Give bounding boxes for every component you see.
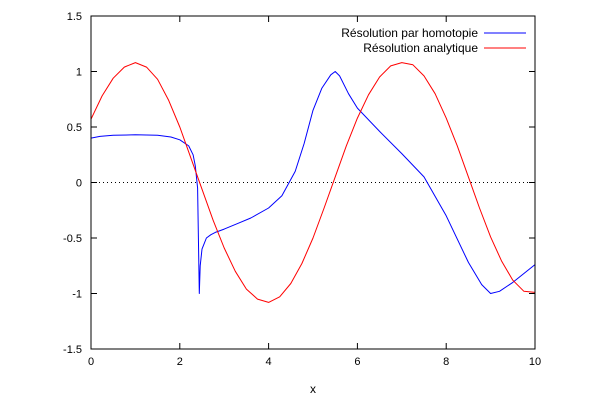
legend-label: Résolution analytique [363, 41, 478, 55]
x-axis-label: x [310, 382, 316, 396]
y-tick-label: 0.5 [67, 122, 82, 134]
y-tick-label: -0.5 [63, 233, 82, 245]
x-tick-label: 6 [354, 356, 360, 368]
y-tick-label: -1 [72, 289, 82, 301]
x-tick-label: 0 [88, 356, 94, 368]
x-tick-label: 8 [443, 356, 449, 368]
x-tick-label: 2 [177, 356, 183, 368]
y-tick-label: 0 [76, 178, 82, 190]
y-tick-label: -1.5 [63, 344, 82, 356]
y-tick-label: 1 [76, 67, 82, 79]
legend-label: Résolution par homotopie [341, 26, 478, 40]
series-line-resolution-analytique [90, 62, 536, 303]
plot-frame [90, 15, 536, 350]
series-line-resolution-par-homotopie [90, 71, 536, 294]
x-tick-label: 10 [529, 356, 541, 368]
y-tick-label: 1.5 [67, 11, 82, 23]
x-tick-label: 4 [266, 356, 272, 368]
